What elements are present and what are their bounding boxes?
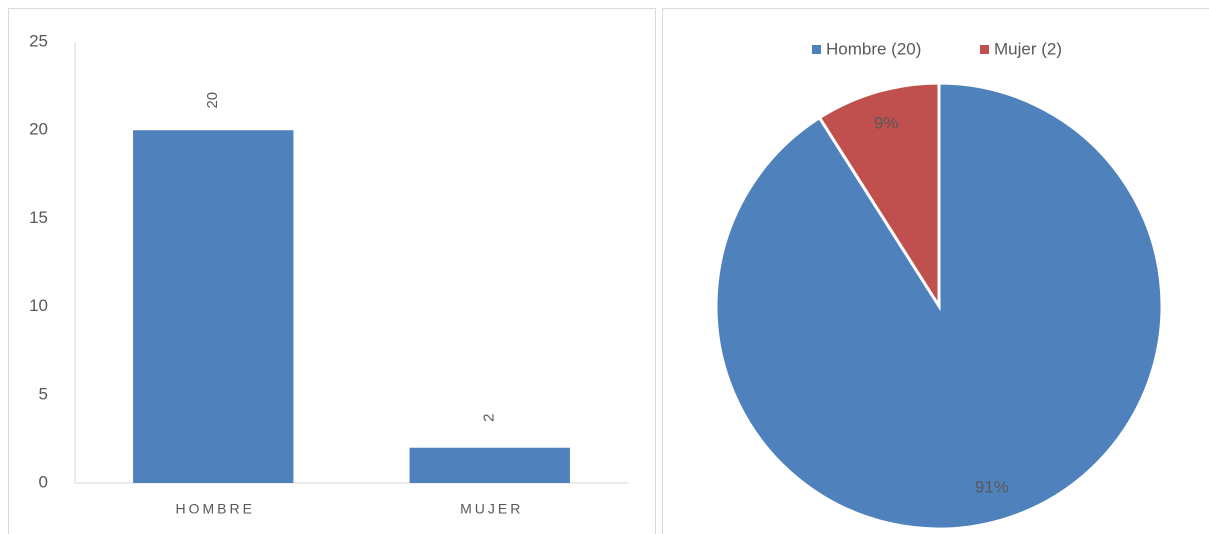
legend-label: Hombre (20) — [826, 39, 921, 58]
y-tick-label: 5 — [39, 384, 48, 403]
bar-panel — [8, 8, 656, 534]
pie-slice — [817, 81, 941, 312]
y-tick-label: 0 — [39, 472, 48, 491]
legend-swatch — [980, 45, 989, 54]
y-tick-label: 15 — [29, 208, 48, 227]
bar — [133, 130, 294, 483]
x-tick-label: HOMBRE — [176, 501, 255, 517]
x-tick-label: MUJER — [460, 501, 523, 517]
pie-slice — [714, 81, 1164, 531]
pie-panel — [662, 8, 1209, 534]
data-label: 9% — [874, 113, 899, 132]
y-tick-label: 20 — [29, 120, 48, 139]
legend-swatch — [812, 45, 821, 54]
y-tick-label: 25 — [29, 31, 48, 50]
data-label: 20 — [204, 92, 221, 109]
bar — [409, 447, 570, 483]
data-label: 2 — [481, 414, 498, 422]
data-label: 91% — [975, 478, 1009, 497]
y-tick-label: 10 — [29, 296, 48, 315]
legend-label: Mujer (2) — [994, 39, 1062, 58]
